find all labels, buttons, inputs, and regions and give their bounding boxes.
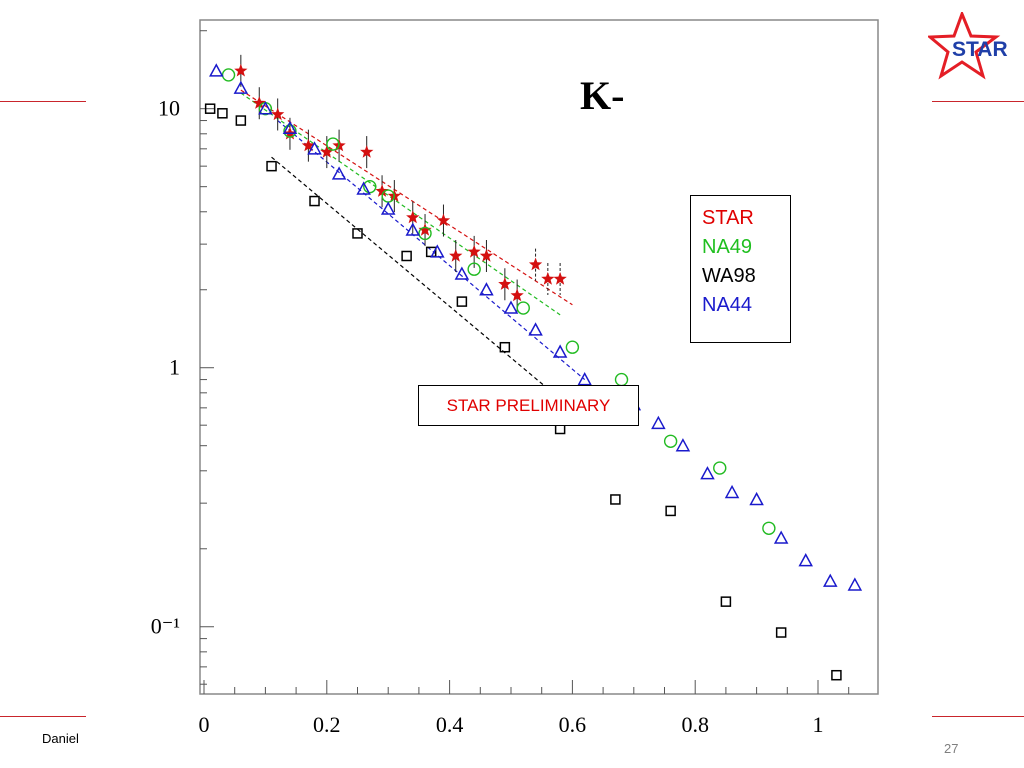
data-point-na49 (283, 124, 297, 138)
data-point-wa98 (352, 228, 363, 239)
data-point-wa98 (831, 669, 842, 681)
data-point-na44 (577, 372, 592, 386)
data-point-na44 (454, 266, 470, 280)
data-point-na49 (467, 262, 481, 276)
data-point-na49 (418, 226, 432, 241)
k-minus-spectrum-chart: 0 0.2 0.4 0.6 0.8 1 10 1 10⁻¹ (150, 19, 879, 737)
data-point-star (234, 63, 248, 77)
legend-item-na44: NA44 (702, 294, 753, 316)
plot-frame (199, 19, 879, 695)
data-point-na49 (713, 461, 727, 475)
data-point-wa98 (204, 103, 216, 114)
x-tick-label: 0.6 (559, 712, 587, 737)
data-point-star (528, 257, 543, 271)
data-point-star (449, 249, 463, 262)
footer-rule-right (932, 716, 1024, 717)
data-point-wa98 (499, 341, 511, 353)
data-point-na44 (700, 466, 715, 480)
data-point-wa98 (266, 160, 277, 172)
data-point-star (406, 210, 420, 224)
footer-author: Daniel (42, 731, 79, 746)
y-tick-label: 1 (169, 355, 180, 380)
legend-item-star: STAR (702, 207, 754, 229)
data-point-star (467, 244, 481, 258)
legend-item-wa98: WA98 (702, 265, 756, 287)
data-point-wa98 (309, 195, 320, 207)
data-point-star (479, 249, 494, 262)
preliminary-label-text: STAR PRELIMINARY (446, 395, 611, 415)
data-point-star (553, 272, 567, 285)
star-logo-text: STAR (952, 38, 1008, 61)
fit-line-na44 (277, 120, 586, 381)
data-point-wa98 (720, 596, 732, 607)
data-point-wa98 (235, 115, 247, 126)
chart-title: K- (580, 73, 625, 118)
legend-item-na49: NA49 (702, 236, 753, 258)
data-point-na44 (331, 166, 347, 180)
data-point-star (541, 272, 555, 285)
data-point-star (252, 96, 266, 109)
data-point-na44 (773, 530, 789, 544)
star-logo-shape (928, 12, 1001, 80)
data-point-na44 (405, 222, 421, 236)
data-point-na44 (479, 282, 494, 296)
y-tick-label: 10 (158, 96, 180, 121)
data-point-wa98 (775, 627, 787, 638)
slide-number: 27 (944, 741, 959, 756)
x-tick-label: 1 (813, 712, 824, 737)
data-point-star (271, 107, 285, 121)
data-point-wa98 (610, 494, 621, 505)
data-point-na49 (516, 301, 530, 315)
data-point-wa98 (217, 108, 228, 119)
data-point-star (320, 145, 334, 158)
data-point-star (360, 145, 374, 158)
header-rule-right (932, 101, 1024, 102)
data-point-na44 (430, 244, 445, 258)
legend: STAR NA49 WA98 NA44 (690, 195, 791, 343)
data-point-na44 (282, 120, 298, 135)
data-point-star (418, 223, 432, 236)
data-point-star (510, 288, 524, 302)
data-point-na44 (651, 415, 666, 430)
data-point-na44 (724, 484, 740, 499)
header-rule-left (0, 101, 86, 102)
data-point-na44 (823, 573, 838, 587)
star-logo-icon: STAR (928, 12, 1008, 80)
data-point-na44 (233, 80, 249, 94)
x-tick-label: 0 (199, 712, 210, 737)
data-point-na44 (356, 181, 371, 195)
x-tick-label: 0.4 (436, 712, 464, 737)
fit-line-star (240, 89, 573, 306)
x-tick-label: 0.2 (313, 712, 341, 737)
data-point-wa98 (456, 296, 468, 307)
data-point-na44 (503, 300, 519, 314)
data-point-na44 (209, 63, 224, 77)
y-tick-label: 10⁻¹ (150, 614, 180, 639)
data-point-star (498, 277, 512, 290)
data-point-wa98 (665, 505, 676, 517)
data-point-star (375, 184, 389, 197)
data-point-na49 (762, 521, 776, 535)
data-point-na44 (380, 201, 396, 215)
data-point-na49 (326, 137, 340, 151)
x-tick-label: 0.8 (681, 712, 709, 737)
data-point-na44 (307, 141, 322, 155)
footer-rule-left (0, 716, 86, 717)
data-point-na44 (749, 491, 764, 506)
data-point-na44 (847, 577, 863, 591)
data-point-na49 (565, 340, 580, 354)
data-point-wa98 (401, 250, 412, 262)
data-point-star (301, 138, 315, 152)
data-point-na44 (528, 322, 543, 336)
data-point-na44 (552, 344, 568, 358)
data-point-na49 (663, 434, 678, 448)
data-point-star (436, 213, 451, 227)
data-point-na44 (798, 553, 813, 567)
data-point-na44 (258, 101, 273, 115)
preliminary-label: STAR PRELIMINARY (418, 385, 639, 426)
data-point-na44 (675, 438, 691, 452)
